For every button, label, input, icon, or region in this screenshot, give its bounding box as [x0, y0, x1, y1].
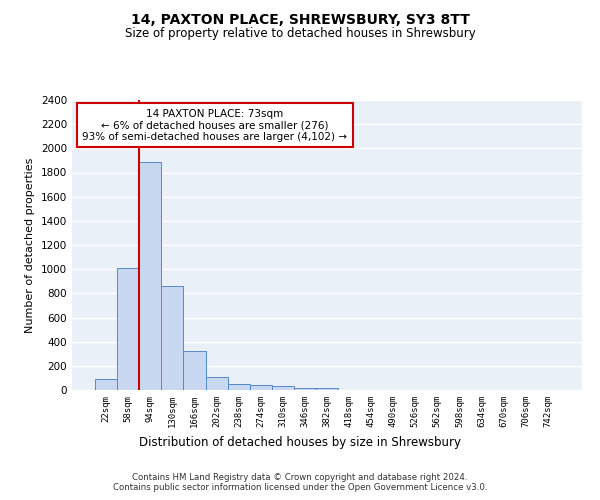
Bar: [316, 388, 338, 390]
Text: Contains public sector information licensed under the Open Government Licence v3: Contains public sector information licen…: [113, 483, 487, 492]
Bar: [272, 386, 294, 390]
Bar: [95, 379, 117, 390]
Y-axis label: Number of detached properties: Number of detached properties: [25, 158, 35, 332]
Text: Contains HM Land Registry data © Crown copyright and database right 2024.: Contains HM Land Registry data © Crown c…: [132, 473, 468, 482]
Bar: [139, 162, 161, 390]
Bar: [184, 352, 206, 390]
Text: 14, PAXTON PLACE, SHREWSBURY, SY3 8TT: 14, PAXTON PLACE, SHREWSBURY, SY3 8TT: [131, 12, 469, 26]
Text: 14 PAXTON PLACE: 73sqm
← 6% of detached houses are smaller (276)
93% of semi-det: 14 PAXTON PLACE: 73sqm ← 6% of detached …: [82, 108, 347, 142]
Bar: [206, 376, 227, 390]
Text: Distribution of detached houses by size in Shrewsbury: Distribution of detached houses by size …: [139, 436, 461, 449]
Bar: [294, 388, 316, 390]
Bar: [227, 384, 250, 390]
Bar: [161, 286, 184, 390]
Bar: [250, 384, 272, 390]
Bar: [117, 268, 139, 390]
Text: Size of property relative to detached houses in Shrewsbury: Size of property relative to detached ho…: [125, 28, 475, 40]
